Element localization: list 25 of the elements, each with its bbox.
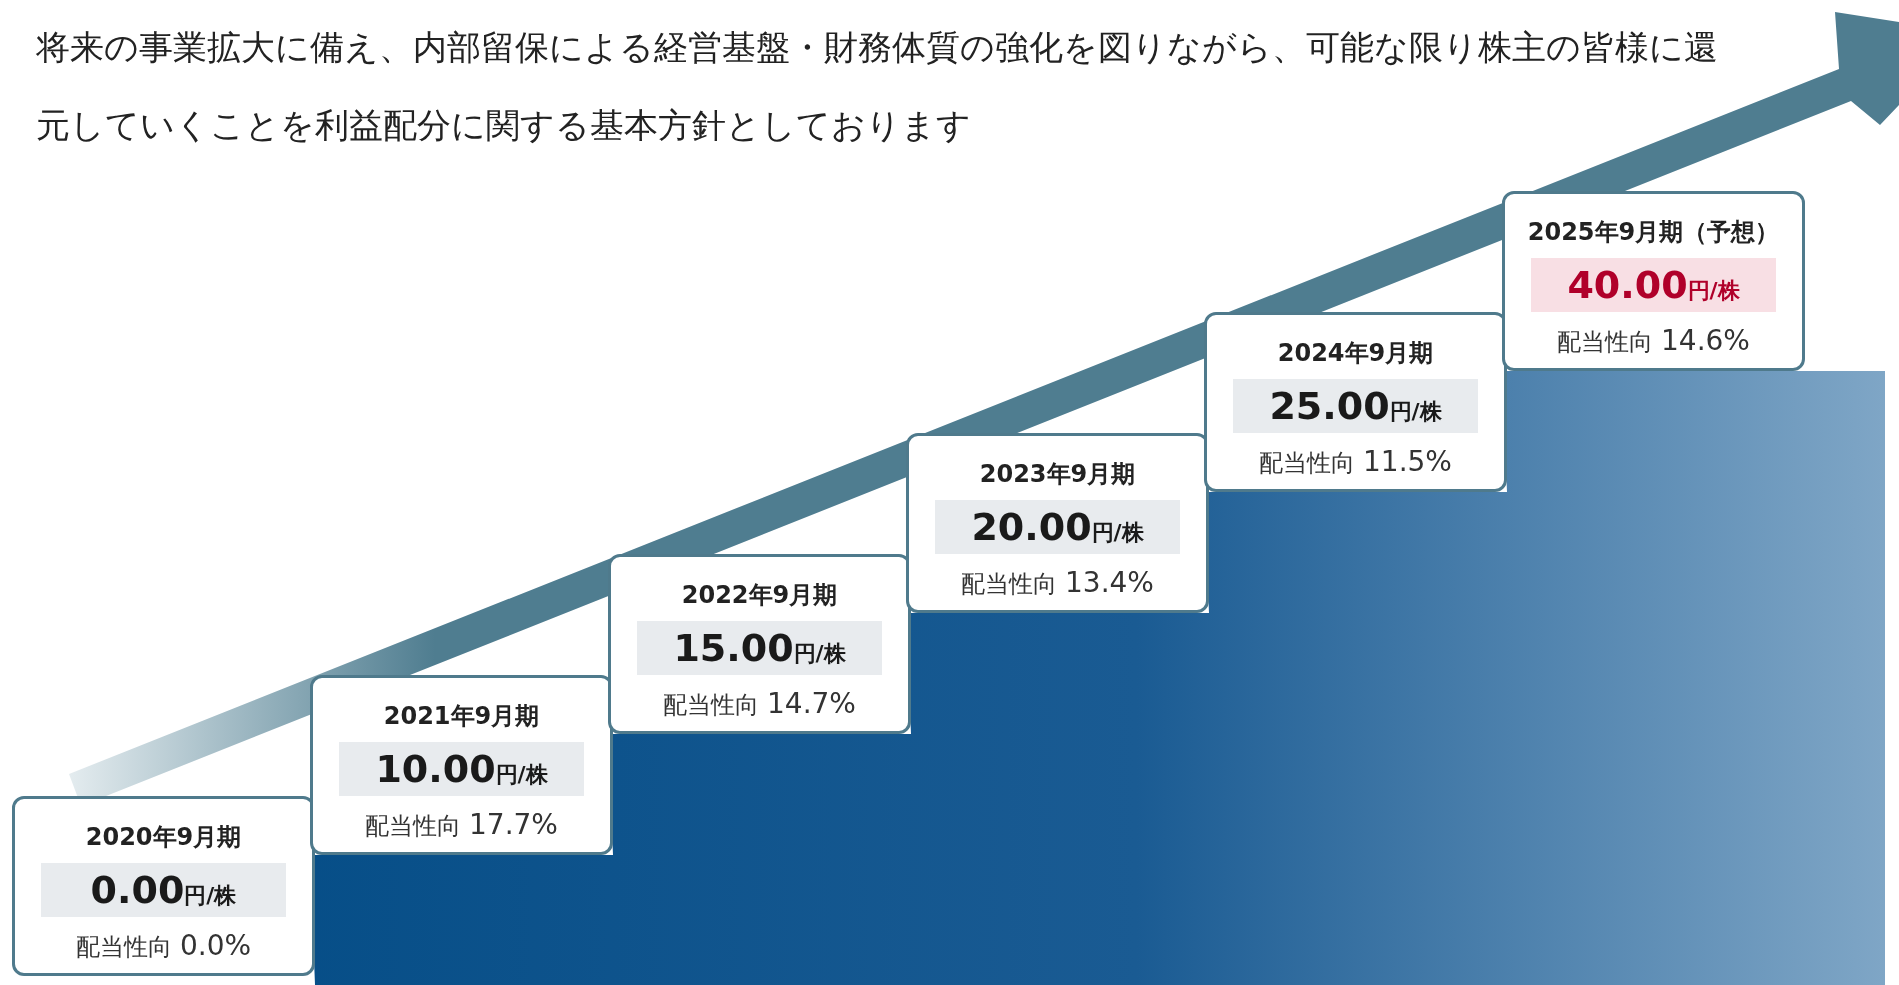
data-label: 14.6% bbox=[1661, 324, 1750, 357]
data-label: 10.00円/株 bbox=[339, 742, 584, 796]
data-label: 40.00円/株 bbox=[1531, 258, 1776, 312]
data-label: 15.00円/株 bbox=[637, 621, 882, 675]
category-label: 2022年9月期 bbox=[680, 580, 839, 611]
data-label: 17.7% bbox=[469, 808, 558, 841]
text: 将来の事業拡大に備え、内部留保による経営基盤・財務体質の強化を図りながら、可能な限り株主の皆様に還元していくことを利益配分に関する基本方針としております bbox=[36, 26, 1719, 147]
category-label: 2020年9月期 bbox=[84, 822, 243, 853]
data-label: 20.00円/株 bbox=[935, 500, 1180, 554]
category-label: 2024年9月期 bbox=[1276, 338, 1435, 369]
data-label: 13.4% bbox=[1065, 566, 1154, 599]
text: 配当性向 bbox=[365, 812, 462, 840]
text: 配当性向 bbox=[1259, 449, 1356, 477]
text: 配当性向 bbox=[1557, 328, 1654, 356]
category-label: 2023年9月期 bbox=[978, 459, 1137, 490]
data-label: 0.00円/株 bbox=[41, 863, 286, 917]
category-label: 2021年9月期 bbox=[382, 701, 541, 732]
text: 配当性向 bbox=[663, 691, 760, 719]
text: 配当性向 bbox=[961, 570, 1058, 598]
data-label: 25.00円/株 bbox=[1233, 379, 1478, 433]
data-label: 14.7% bbox=[767, 687, 856, 720]
category-label: 2025年9月期（予想） bbox=[1526, 217, 1781, 248]
data-label: 11.5% bbox=[1363, 445, 1452, 478]
data-label: 0.0% bbox=[179, 929, 252, 962]
series-label: 配当性向 bbox=[75, 933, 172, 961]
